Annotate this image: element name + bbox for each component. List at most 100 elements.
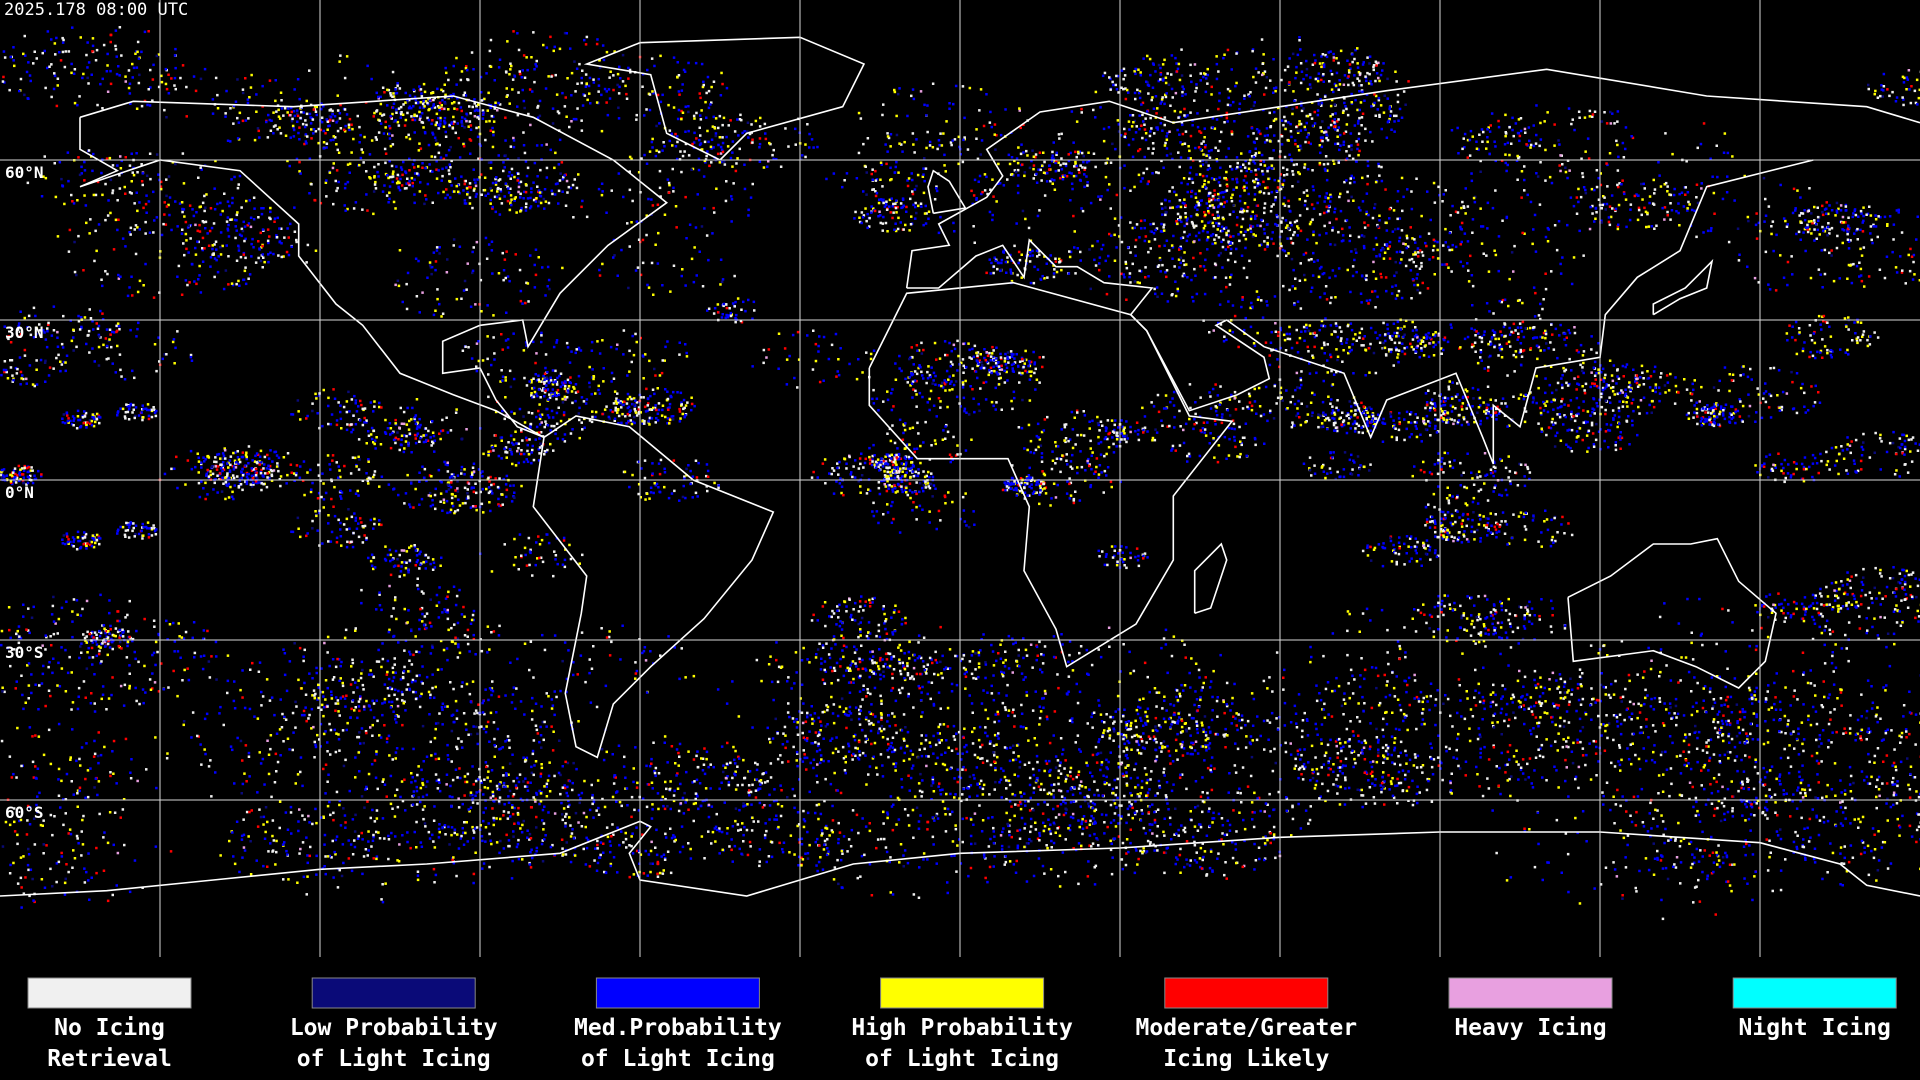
icing-pixel: [1400, 258, 1403, 261]
icing-pixel: [1385, 243, 1388, 246]
icing-pixel: [1058, 261, 1061, 264]
icing-pixel: [1354, 48, 1357, 52]
icing-pixel: [523, 76, 527, 79]
icing-pixel: [165, 194, 168, 198]
icing-pixel: [1253, 154, 1257, 157]
icing-pixel: [322, 141, 326, 144]
icing-pixel: [1352, 199, 1355, 202]
icing-pixel: [240, 206, 243, 209]
icing-pixel: [657, 231, 660, 235]
icing-pixel: [1357, 206, 1361, 209]
icing-pixel: [239, 255, 243, 259]
icing-pixel: [1516, 131, 1520, 135]
icing-pixel: [463, 182, 466, 186]
icing-pixel: [709, 145, 713, 149]
icing-pixel: [1395, 250, 1399, 254]
icing-pixel: [230, 218, 234, 221]
icing-pixel: [440, 107, 444, 111]
icing-pixel: [1862, 246, 1866, 249]
icing-pixel: [1043, 277, 1046, 280]
icing-pixel: [641, 85, 644, 88]
icing-pixel: [1185, 219, 1189, 222]
icing-pixel: [1174, 56, 1177, 60]
icing-pixel: [1561, 256, 1564, 259]
icing-pixel: [488, 49, 492, 53]
icing-pixel: [1335, 71, 1339, 75]
icing-pixel: [265, 120, 268, 124]
icing-pixel: [1189, 134, 1193, 138]
icing-pixel: [272, 125, 276, 128]
icing-pixel: [1504, 153, 1507, 156]
icing-pixel: [23, 34, 26, 38]
icing-pixel: [672, 56, 676, 59]
icing-pixel: [134, 224, 138, 227]
icing-pixel: [1377, 162, 1380, 166]
icing-pixel: [1347, 83, 1350, 87]
icing-pixel: [244, 77, 247, 80]
icing-pixel: [391, 112, 394, 116]
icing-pixel: [366, 209, 369, 212]
icing-pixel: [94, 229, 97, 233]
icing-pixel: [975, 198, 978, 201]
icing-pixel: [1211, 242, 1214, 246]
icing-pixel: [389, 114, 392, 118]
icing-pixel: [1295, 106, 1298, 109]
icing-pixel: [1487, 270, 1491, 273]
icing-pixel: [721, 136, 724, 139]
icing-pixel: [1311, 169, 1314, 172]
icing-pixel: [767, 160, 770, 163]
icing-pixel: [1, 80, 5, 83]
icing-pixel: [513, 199, 516, 202]
icing-pixel: [1196, 208, 1199, 211]
icing-pixel: [1262, 53, 1265, 56]
icing-pixel: [1444, 227, 1447, 231]
icing-pixel: [1190, 195, 1193, 198]
icing-pixel: [414, 98, 418, 102]
icing-pixel: [1388, 105, 1392, 109]
icing-pixel: [1217, 198, 1220, 202]
icing-pixel: [352, 207, 356, 210]
icing-pixel: [480, 99, 484, 102]
icing-pixel: [403, 124, 407, 127]
icing-pixel: [410, 176, 414, 180]
icing-pixel: [203, 247, 206, 250]
icing-pixel: [1347, 69, 1351, 72]
icing-pixel: [1031, 149, 1034, 152]
icing-pixel: [199, 291, 203, 294]
icing-pixel: [1358, 116, 1361, 120]
icing-pixel: [230, 178, 233, 181]
icing-pixel: [1075, 164, 1079, 168]
icing-pixel: [1181, 143, 1184, 146]
icing-pixel: [211, 253, 214, 256]
icing-pixel: [273, 220, 276, 223]
icing-pixel: [237, 279, 240, 283]
icing-pixel: [1211, 213, 1214, 217]
icing-pixel: [1267, 177, 1270, 181]
icing-pixel: [1414, 265, 1418, 268]
icing-pixel: [1591, 113, 1595, 116]
icing-pixel: [1357, 137, 1360, 141]
icing-pixel: [3, 56, 7, 59]
icing-pixel: [384, 120, 387, 124]
icing-pixel: [1346, 190, 1349, 194]
icing-pixel: [682, 68, 686, 72]
icing-pixel: [471, 271, 474, 275]
icing-pixel: [479, 173, 483, 176]
icing-pixel: [379, 112, 382, 115]
icing-pixel: [888, 205, 891, 208]
icing-pixel: [1207, 164, 1210, 167]
icing-pixel: [1201, 159, 1205, 162]
icing-pixel: [687, 129, 690, 133]
icing-pixel: [1276, 254, 1279, 258]
icing-pixel: [699, 118, 703, 121]
icing-pixel: [1083, 173, 1086, 176]
icing-pixel: [111, 164, 115, 167]
icing-pixel: [131, 76, 134, 79]
icing-pixel: [1629, 208, 1632, 211]
icing-pixel: [133, 202, 136, 205]
icing-pixel: [176, 275, 179, 278]
icing-pixel: [1070, 110, 1074, 113]
icing-pixel: [1693, 209, 1696, 213]
icing-pixel: [455, 108, 459, 111]
